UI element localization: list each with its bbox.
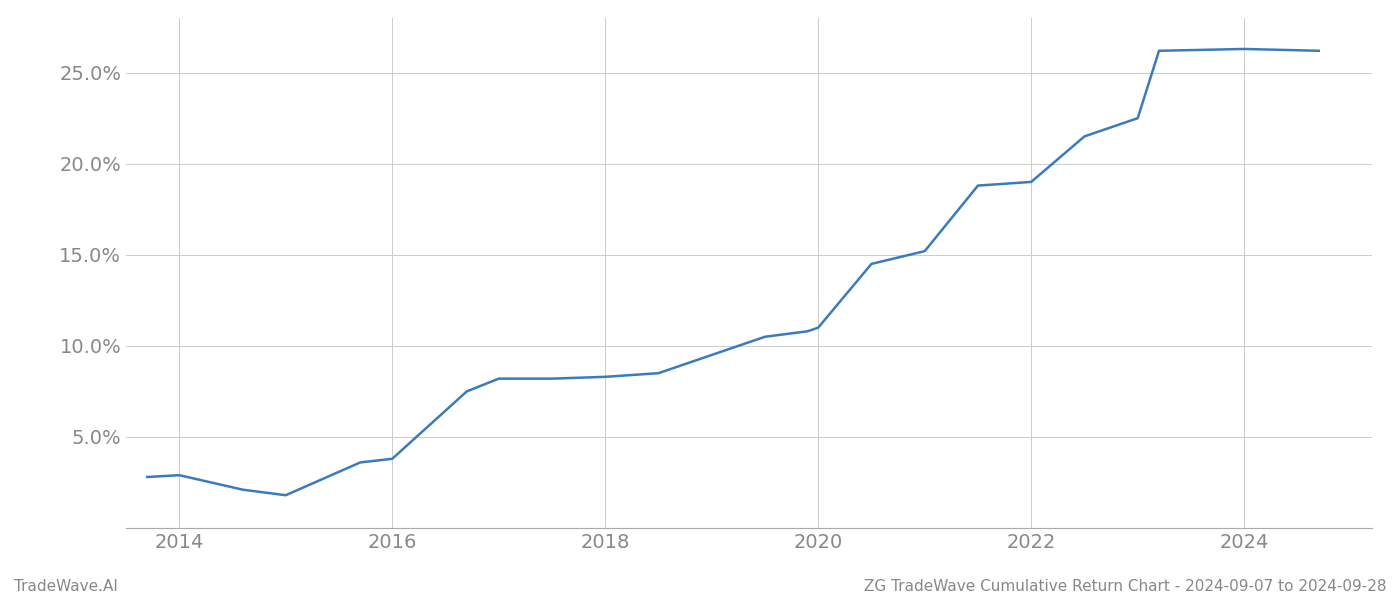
Text: TradeWave.AI: TradeWave.AI (14, 579, 118, 594)
Text: ZG TradeWave Cumulative Return Chart - 2024-09-07 to 2024-09-28: ZG TradeWave Cumulative Return Chart - 2… (864, 579, 1386, 594)
